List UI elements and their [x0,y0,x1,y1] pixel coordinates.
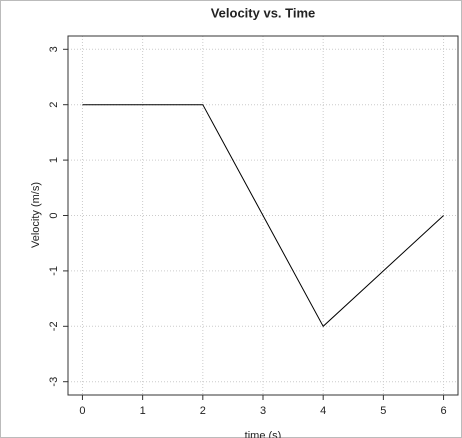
x-axis-label: time (s) [245,430,282,438]
y-tick-label: 1 [48,157,60,163]
y-tick-label: 0 [48,212,60,218]
y-tick-label: -1 [48,266,60,276]
x-tick-label: 0 [79,405,85,417]
y-tick-label: 2 [48,102,60,108]
chart-title: Velocity vs. Time [211,5,316,20]
y-tick-label: -2 [48,321,60,331]
y-tick-label: -3 [48,377,60,387]
x-tick-label: 5 [380,405,386,417]
x-tick-label: 2 [200,405,206,417]
y-tick-label: 3 [48,46,60,52]
x-tick-label: 3 [260,405,266,417]
plot-area [67,35,459,396]
x-tick-label: 1 [140,405,146,417]
data-line [82,104,444,328]
x-tick-label: 4 [320,405,326,417]
x-tick-label: 6 [440,405,446,417]
y-axis-label: Velocity (m/s) [30,182,42,248]
